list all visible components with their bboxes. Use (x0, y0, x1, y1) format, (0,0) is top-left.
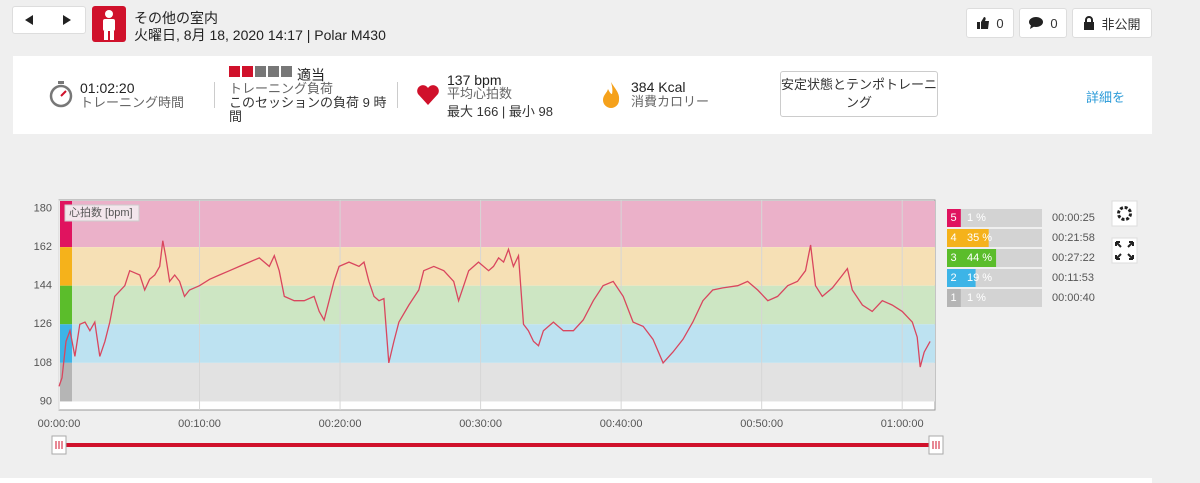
comment-count: 0 (1050, 15, 1058, 31)
fullscreen-icon (1115, 241, 1134, 260)
load-detail: このセッションの負荷 9 時間 (229, 95, 387, 124)
divider (397, 82, 398, 108)
comment-button[interactable]: 0 (1019, 8, 1067, 38)
x-tick-label: 00:20:00 (319, 418, 362, 430)
nav-arrows[interactable] (19, 13, 79, 27)
title: その他の室内 (134, 10, 218, 26)
privacy-label: 非公開 (1101, 16, 1141, 32)
zone-legend-name: 5 (950, 212, 956, 224)
y-tick-label: 126 (34, 318, 52, 330)
settings-button[interactable] (1111, 200, 1138, 227)
load-value: 適当 (297, 67, 325, 83)
heart-icon (417, 85, 439, 105)
x-tick-label: 00:30:00 (459, 418, 502, 430)
details-link[interactable]: 詳細を (1086, 90, 1126, 105)
duration: 01:02:20 (80, 80, 135, 96)
benefit-button[interactable]: 安定状態とテンポトレーニング (780, 71, 938, 117)
heart-rate-chart: 心拍数 [bpm] 5 1 % 00:00:25 4 35 % 00:21:58 3 44 %… (34, 199, 1138, 455)
zone-percent-label: 1 % (967, 212, 986, 224)
zone-time: 00:11:53 (1052, 272, 1094, 284)
zone-band (72, 201, 935, 248)
zone-legend-swatch (947, 229, 960, 247)
zone-legend-track (960, 209, 1042, 227)
x-tick-label: 00:00:00 (38, 418, 81, 430)
zone-legend-name: 3 (950, 252, 956, 264)
zone-legend-name: 2 (950, 272, 956, 284)
zone-legend-name: 4 (950, 232, 956, 244)
nav-buttons (12, 6, 86, 34)
calories: 384 Kcal (631, 79, 686, 95)
zone-percent-label: 19 % (967, 272, 992, 284)
settings-icon (1117, 206, 1132, 221)
x-tick-label: 00:40:00 (600, 418, 643, 430)
handle-grip (55, 441, 63, 449)
zone-band (72, 285, 935, 325)
heart-rate-detail: 最大 166 | 最小 98 (447, 104, 553, 119)
zone-legend-swatch (947, 269, 960, 287)
zone-percent-bar (960, 269, 976, 287)
like-button[interactable]: 0 (966, 8, 1014, 38)
zone-legend-name: 1 (950, 292, 956, 304)
zone-time: 00:27:22 (1052, 252, 1095, 264)
zone-percent-bar (960, 249, 997, 267)
zone-percent-label: 44 % (967, 252, 992, 264)
zone-band (72, 324, 935, 363)
zone-percent-label: 35 % (967, 232, 992, 244)
like-count: 0 (996, 15, 1004, 31)
zone-strip (60, 285, 72, 325)
sport-icon (92, 6, 126, 42)
zone-legend-swatch (947, 289, 960, 307)
x-tick-label: 01:00:00 (881, 418, 924, 430)
y-tick-label: 90 (40, 395, 52, 407)
zone-percent-label: 1 % (967, 292, 986, 304)
zone-legend-swatch (947, 209, 960, 227)
zone-band (72, 247, 935, 286)
ylabel-box (64, 204, 140, 222)
x-tick-label: 00:50:00 (740, 418, 783, 430)
handle-grip (932, 441, 940, 449)
zone-percent-bar (960, 289, 961, 307)
y-tick-label: 108 (34, 357, 52, 369)
divider (214, 82, 215, 108)
zone-time: 00:00:25 (1052, 212, 1095, 224)
duration-label: トレーニング時間 (80, 95, 185, 110)
zone-time: 00:00:40 (1052, 292, 1095, 304)
fullscreen-button[interactable] (1111, 237, 1138, 264)
load-indicator (229, 66, 292, 77)
y-tick-label: 180 (34, 202, 52, 214)
stopwatch-icon (49, 81, 73, 108)
y-axis-label: 心拍数 [bpm] (69, 205, 133, 219)
zone-legend-track (960, 269, 1042, 287)
zone-percent-bar (960, 229, 989, 247)
heart-rate-line (58, 240, 931, 387)
y-tick-label: 144 (34, 280, 52, 292)
x-tick-label: 00:10:00 (178, 418, 221, 430)
zone-strip (60, 362, 72, 402)
zone-time: 00:21:58 (1052, 232, 1095, 244)
zone-strip (60, 247, 72, 286)
summary-panel: 01:02:20 トレーニング時間 適当 トレーニング負荷 このセッションの負荷… (13, 56, 1152, 134)
heart-rate-label: 平均心拍数 (447, 86, 513, 101)
calories-label: 消費カロリー (631, 94, 710, 109)
zone-percent-bar (960, 209, 961, 227)
privacy-button[interactable]: 非公開 (1072, 8, 1152, 38)
bottom-panel (0, 478, 1152, 483)
zone-legend-track (960, 289, 1042, 307)
heart-rate: 137 bpm (447, 72, 502, 88)
zone-band (72, 362, 935, 402)
flame-icon (603, 82, 620, 108)
y-tick-label: 162 (34, 241, 52, 253)
zone-legend-swatch (947, 249, 960, 267)
subtitle: 火曜日, 8月 18, 2020 14:17 | Polar M430 (134, 27, 386, 43)
load-label: トレーニング負荷 (229, 81, 334, 96)
